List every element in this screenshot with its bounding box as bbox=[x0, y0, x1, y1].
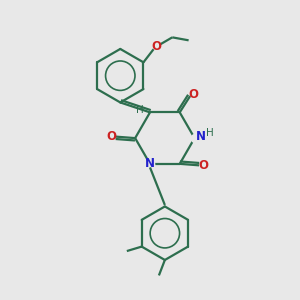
Text: H: H bbox=[206, 128, 214, 138]
Text: H: H bbox=[136, 105, 143, 115]
Text: O: O bbox=[106, 130, 116, 143]
Text: O: O bbox=[151, 40, 161, 53]
Text: O: O bbox=[189, 88, 199, 101]
Text: O: O bbox=[199, 159, 208, 172]
Text: N: N bbox=[145, 158, 155, 170]
Text: N: N bbox=[196, 130, 206, 143]
